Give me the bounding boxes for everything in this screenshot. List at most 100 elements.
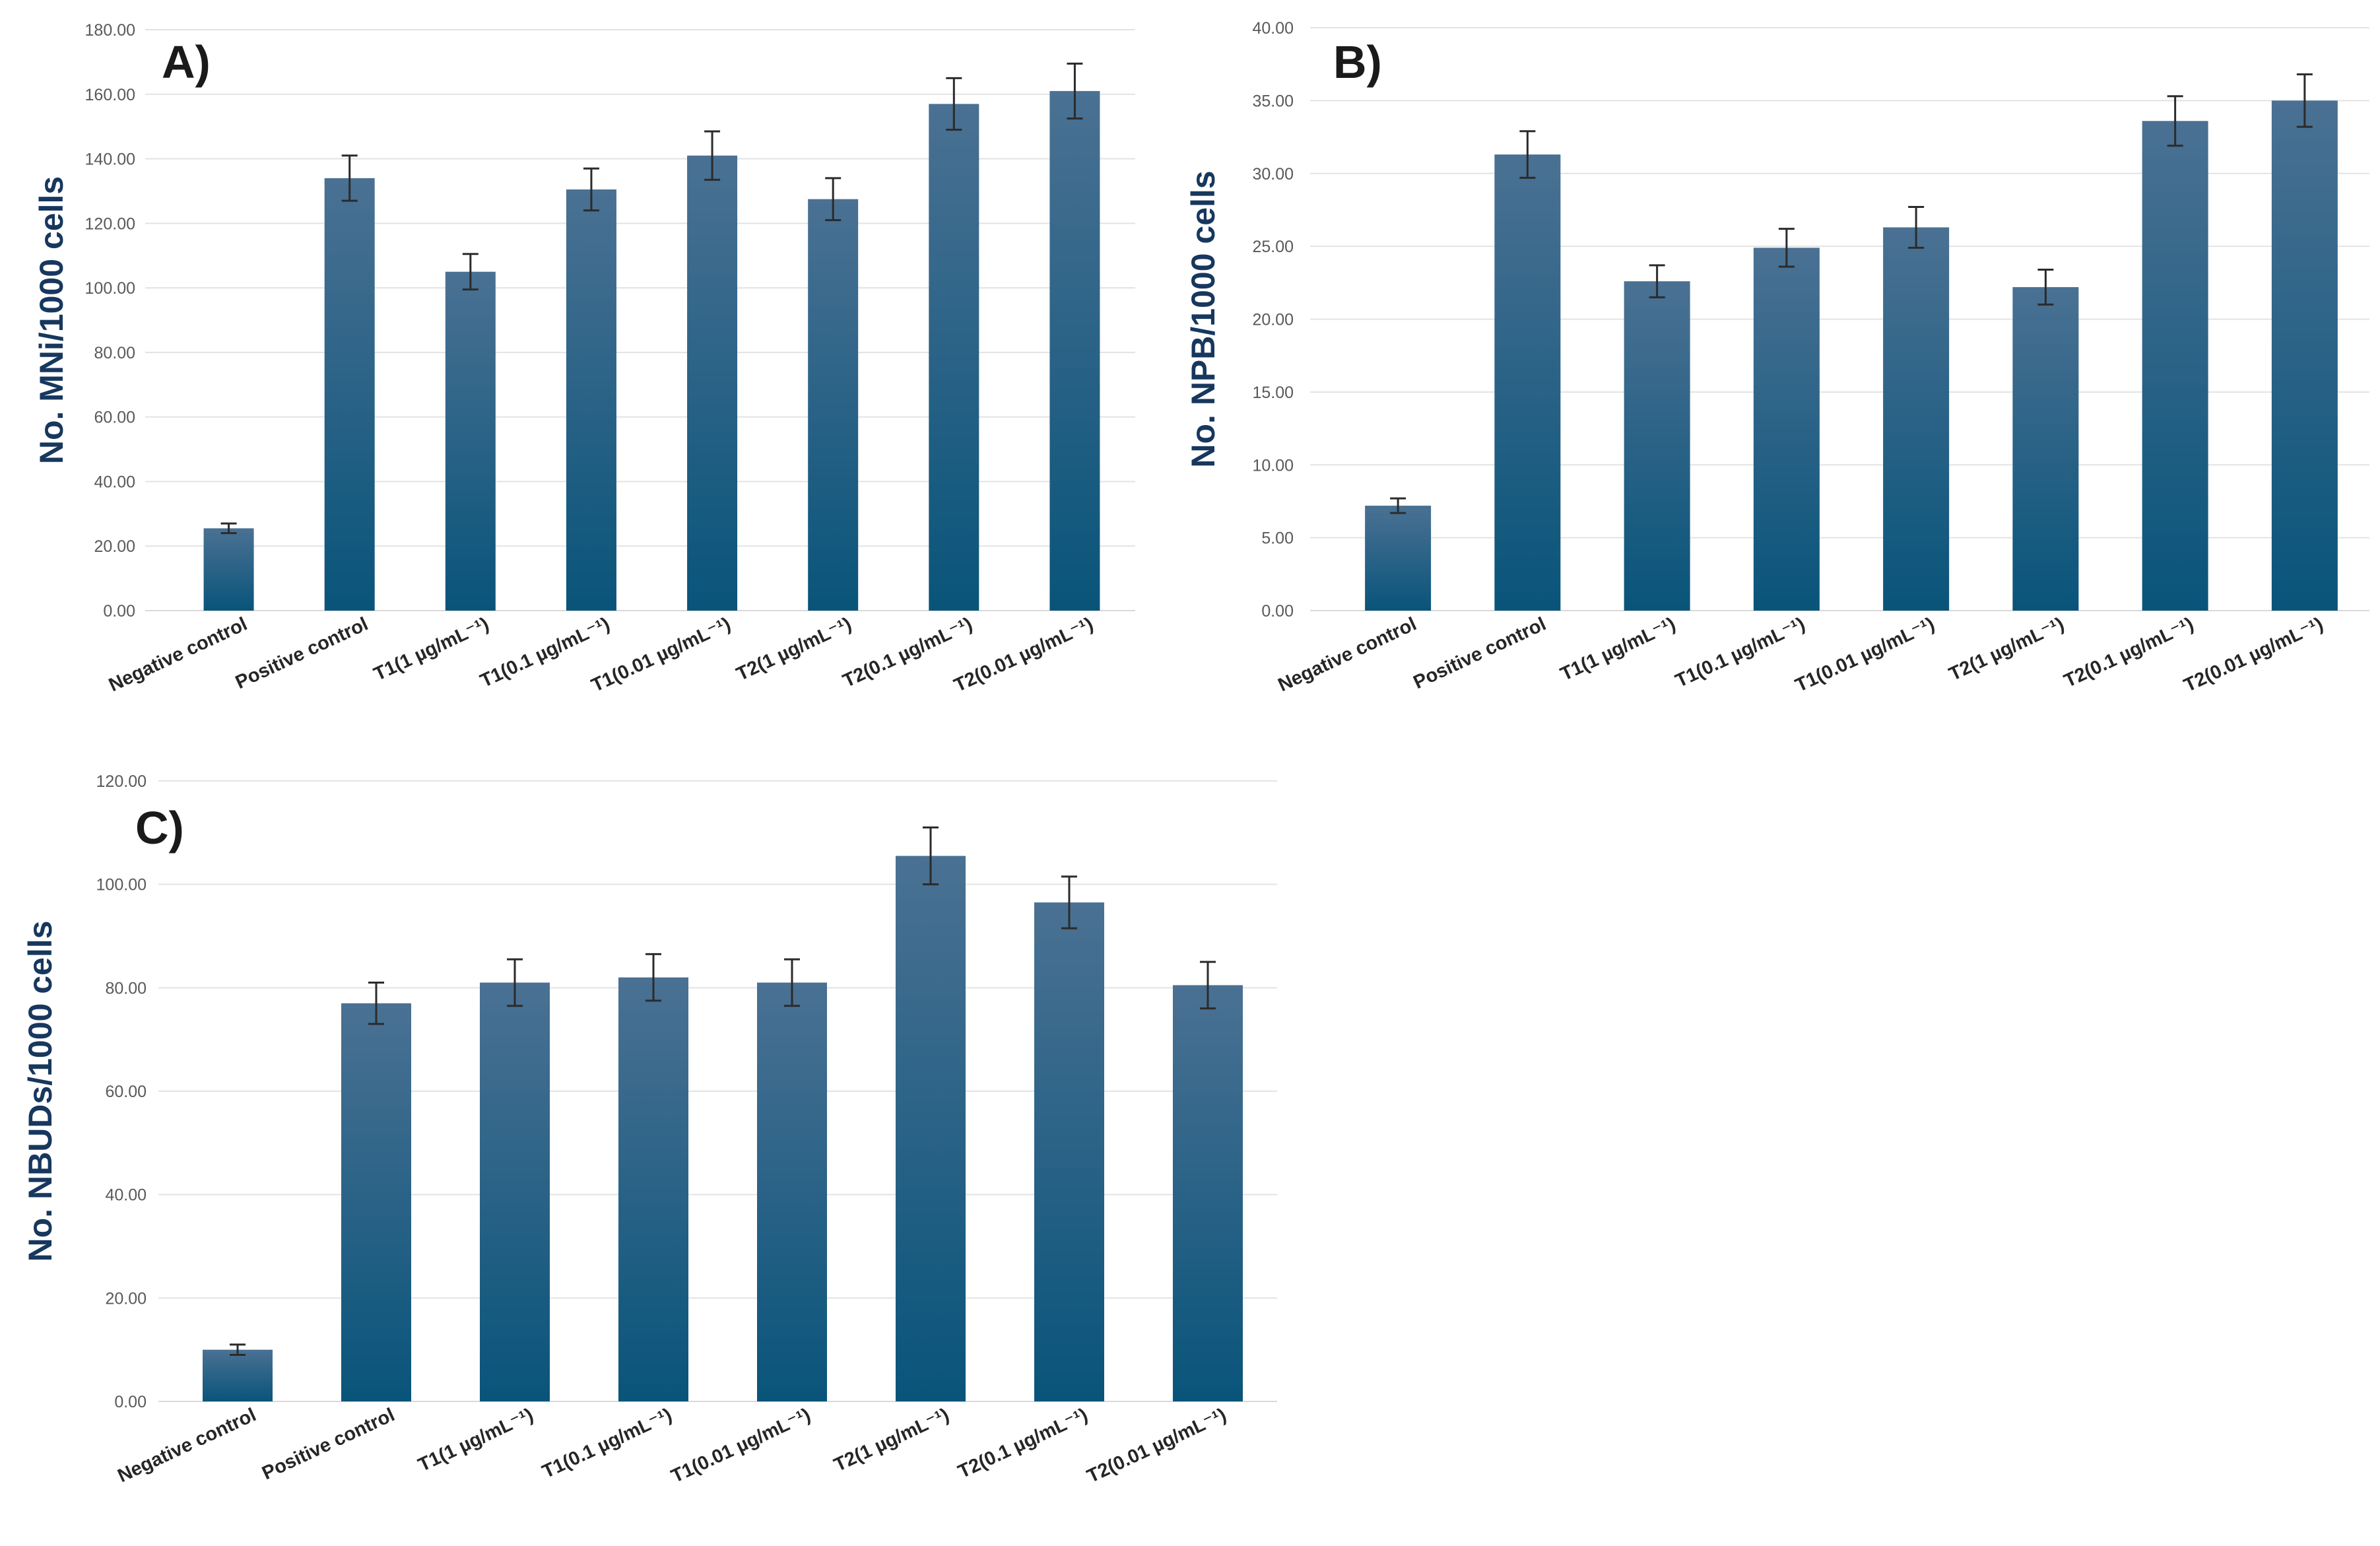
- panel-b-y-tick-label: 15.00: [1252, 384, 1294, 402]
- panel-a-category-label: T1(1 µg/mL⁻¹): [371, 613, 492, 685]
- panel-a-error-bar: [462, 253, 479, 291]
- panel-c-error-bar: [1061, 875, 1077, 929]
- panel-a-bar: [687, 155, 738, 611]
- panel-c-category-label: T1(0.01 µg/mL⁻¹): [668, 1404, 814, 1487]
- panel-b-bar: [2012, 286, 2079, 611]
- panel-a-error-bar: [220, 522, 237, 535]
- panel-c-error-bar: [645, 953, 661, 1002]
- panel-b-y-tick-label: 25.00: [1252, 238, 1294, 256]
- panel-c-y-tick-label: 40.00: [105, 1186, 147, 1205]
- panel-c-bar: [1173, 985, 1243, 1401]
- panel-c-error-bar: [1200, 960, 1216, 1010]
- panel-a-y-tick-label: 80.00: [94, 344, 135, 362]
- panel-b-category-label: T2(1 µg/mL⁻¹): [1946, 613, 2067, 685]
- panel-b-bar: [1753, 248, 1820, 611]
- panel-b-y-tick-label: 5.00: [1261, 529, 1294, 548]
- panel-c-bar: [757, 982, 827, 1401]
- panel-a-bar: [203, 528, 254, 611]
- panel-a-y-tick-label: 120.00: [85, 215, 135, 233]
- panel-c-y-tick-label: 60.00: [105, 1083, 147, 1101]
- panel-b-category-label: T1(0.1 µg/mL⁻¹): [1672, 613, 1808, 692]
- panel-c-bar: [896, 856, 966, 1401]
- panel-b-error-bar: [1390, 497, 1406, 514]
- panel-c-bar: [480, 982, 550, 1401]
- panel-c-y-tick-label: 0.00: [114, 1393, 147, 1411]
- panel-c-category-label: T2(1 µg/mL⁻¹): [831, 1404, 952, 1476]
- panel-a-chart: A) 0.00 20.00 40.00 60.00 80.00 100.00 120.00 1…: [33, 21, 1135, 696]
- panel-c-y-tick-label: 80.00: [105, 979, 147, 997]
- panel-c-category-label: T2(0.01 µg/mL⁻¹): [1084, 1404, 1230, 1487]
- panel-b-y-tick-label: 30.00: [1252, 165, 1294, 184]
- panel-a-bar: [324, 178, 375, 611]
- panel-c-bar: [1034, 902, 1104, 1401]
- panel-c-error-bar: [923, 826, 939, 886]
- panel-a-y-tick-label: 180.00: [85, 21, 135, 40]
- panel-b-label: B): [1333, 36, 1382, 88]
- panel-b-category-label: T1(1 µg/mL⁻¹): [1557, 613, 1678, 685]
- panel-c-bar: [203, 1349, 273, 1401]
- panel-c-error-bar: [784, 958, 800, 1007]
- panel-b-bar: [1494, 154, 1561, 611]
- panel-b-y-tick-label: 20.00: [1252, 311, 1294, 329]
- panel-a-bar: [929, 104, 979, 611]
- panel-b-category-label: T2(0.01 µg/mL⁻¹): [2181, 613, 2327, 696]
- panel-b-bar: [1624, 281, 1690, 611]
- panel-a-error-bar: [704, 130, 721, 181]
- panel-c-label: C): [135, 802, 184, 854]
- panel-b-error-bar: [2167, 95, 2183, 147]
- panel-c-y-tick-label: 100.00: [96, 876, 147, 894]
- panel-b-error-bar: [2296, 73, 2313, 128]
- panel-a-y-tick-label: 160.00: [85, 86, 135, 104]
- panel-b-category-label: Positive control: [1410, 613, 1550, 693]
- panel-c-bar: [341, 1003, 411, 1401]
- panel-b-chart: B) 0.00 5.00 10.00 15.00 20.00 25.00 30.00 35.0…: [1185, 19, 2369, 696]
- panel-b-error-bar: [1908, 206, 1925, 249]
- panel-a-y-tick-label: 60.00: [94, 409, 135, 427]
- panel-b-y-tick-label: 40.00: [1252, 19, 1294, 38]
- panel-a-error-bar: [946, 77, 962, 131]
- panel-a-bar: [1049, 90, 1100, 611]
- panel-a-y-tick-label: 20.00: [94, 537, 135, 556]
- panel-a-error-bar: [825, 177, 842, 221]
- panel-c-y-tick-label: 120.00: [96, 772, 147, 791]
- panel-c-category-label: Positive control: [259, 1404, 398, 1484]
- panel-a-y-tick-label: 0.00: [103, 602, 135, 621]
- panel-c-chart: C) 0.00 20.00 40.00 60.00 80.00 100.00 120.00 N…: [22, 772, 1277, 1487]
- panel-b-y-axis-label: No. NPB/1000 cells: [1185, 170, 1222, 467]
- panel-c-error-bar: [368, 982, 384, 1025]
- panel-b-category-label: T1(0.01 µg/mL⁻¹): [1792, 613, 1938, 696]
- panel-a-error-bar: [1067, 62, 1083, 119]
- panel-a-y-tick-label: 40.00: [94, 473, 135, 491]
- panel-b-error-bar: [2037, 268, 2054, 306]
- panel-c-category-label: T1(1 µg/mL⁻¹): [415, 1404, 537, 1476]
- panel-a-bar: [566, 189, 616, 611]
- panel-b-bar: [2142, 121, 2208, 611]
- panel-a-bar: [445, 271, 496, 611]
- panel-a-category-label: T2(0.01 µg/mL⁻¹): [951, 613, 1097, 696]
- panel-a-label: A): [162, 36, 211, 88]
- panel-b-bar: [2271, 100, 2338, 611]
- panel-a-y-tick-label: 100.00: [85, 279, 135, 298]
- panel-a-y-axis-label: No. MNi/1000 cells: [33, 176, 70, 464]
- panel-b-bar: [1883, 227, 1950, 611]
- panel-a-category-label: Positive control: [232, 613, 372, 693]
- panel-b-error-bar: [1649, 264, 1665, 298]
- panel-a-y-tick-label: 140.00: [85, 151, 135, 169]
- panel-b-y-tick-label: 0.00: [1261, 602, 1294, 621]
- panel-b-y-tick-label: 10.00: [1252, 456, 1294, 475]
- panel-c-error-bar: [507, 958, 523, 1007]
- panel-b-category-label: T2(0.1 µg/mL⁻¹): [2061, 613, 2197, 692]
- panel-c-bar: [618, 977, 688, 1401]
- panel-a-error-bar: [341, 154, 358, 202]
- panel-a-category-label: T2(1 µg/mL⁻¹): [733, 613, 855, 685]
- panel-c-category-label: T1(0.1 µg/mL⁻¹): [539, 1404, 675, 1483]
- panel-c-category-label: Negative control: [115, 1404, 259, 1487]
- panel-c-category-label: T2(0.1 µg/mL⁻¹): [955, 1404, 1091, 1483]
- panel-b-bar: [1365, 506, 1432, 611]
- panel-c-y-axis-label: No. NBUDs/1000 cells: [22, 921, 59, 1262]
- panel-c-error-bar: [230, 1343, 246, 1356]
- panel-a-bar: [808, 199, 859, 611]
- panel-a-error-bar: [583, 167, 599, 212]
- panel-b-category-label: Negative control: [1275, 613, 1420, 696]
